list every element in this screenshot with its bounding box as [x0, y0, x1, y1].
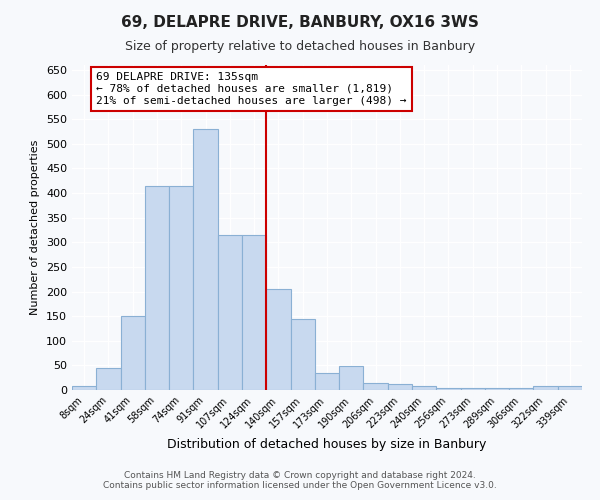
- Bar: [388, 384, 412, 390]
- Bar: [218, 235, 242, 390]
- Bar: [145, 186, 169, 390]
- Bar: [339, 366, 364, 390]
- Bar: [290, 318, 315, 390]
- Bar: [364, 382, 388, 390]
- Bar: [315, 373, 339, 390]
- Bar: [412, 386, 436, 390]
- Bar: [96, 368, 121, 390]
- Text: Size of property relative to detached houses in Banbury: Size of property relative to detached ho…: [125, 40, 475, 53]
- Text: 69 DELAPRE DRIVE: 135sqm
← 78% of detached houses are smaller (1,819)
21% of sem: 69 DELAPRE DRIVE: 135sqm ← 78% of detach…: [96, 72, 407, 106]
- Bar: [121, 316, 145, 390]
- Bar: [193, 129, 218, 390]
- Bar: [485, 388, 509, 390]
- Bar: [72, 386, 96, 390]
- Bar: [242, 235, 266, 390]
- Bar: [533, 386, 558, 390]
- Bar: [509, 388, 533, 390]
- Y-axis label: Number of detached properties: Number of detached properties: [31, 140, 40, 315]
- Bar: [169, 186, 193, 390]
- Bar: [558, 386, 582, 390]
- Bar: [266, 289, 290, 390]
- Text: Contains HM Land Registry data © Crown copyright and database right 2024.
Contai: Contains HM Land Registry data © Crown c…: [103, 470, 497, 490]
- X-axis label: Distribution of detached houses by size in Banbury: Distribution of detached houses by size …: [167, 438, 487, 451]
- Bar: [436, 388, 461, 390]
- Bar: [461, 388, 485, 390]
- Text: 69, DELAPRE DRIVE, BANBURY, OX16 3WS: 69, DELAPRE DRIVE, BANBURY, OX16 3WS: [121, 15, 479, 30]
